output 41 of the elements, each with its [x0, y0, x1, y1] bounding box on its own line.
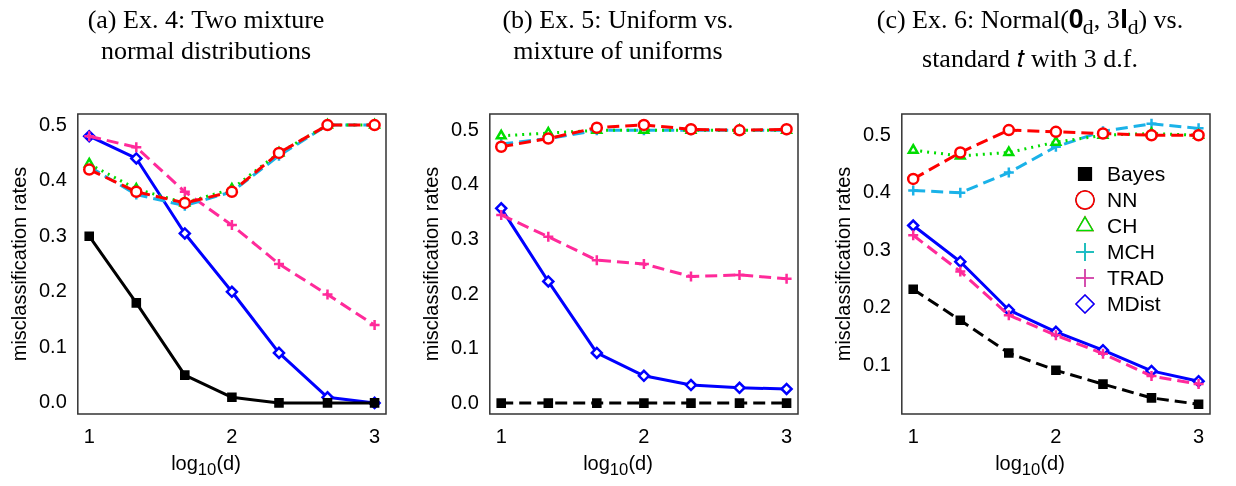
y-axis-title: misclassification rates	[419, 166, 442, 362]
x-tick-label: 3	[369, 424, 381, 447]
x-tick-label: 3	[1193, 424, 1205, 447]
y-tick-label: 0.2	[38, 279, 67, 302]
chart-title: (b) Ex. 5: Uniform vs. mixture of uniforms	[501, 4, 735, 67]
y-tick-label: 0.4	[450, 172, 479, 195]
x-tick-label: 1	[83, 424, 95, 447]
y-tick-label: 0.5	[450, 117, 479, 140]
y-tick-label: 0.1	[38, 334, 67, 357]
legend-label: NN	[1107, 187, 1138, 211]
x-tick-label: 2	[638, 424, 650, 447]
y-tick-label: 0.2	[862, 295, 891, 318]
legend-label: TRAD	[1107, 265, 1165, 289]
y-tick-label: 0.1	[450, 336, 479, 359]
y-tick-label: 0.3	[450, 226, 479, 249]
y-axis-title: misclassification rates	[7, 166, 30, 362]
legend-label: CH	[1107, 213, 1138, 237]
y-tick-label: 0.3	[862, 237, 891, 260]
y-tick-label: 0.3	[38, 223, 67, 246]
x-tick-label: 2	[226, 424, 238, 447]
y-tick-label: 0.1	[862, 352, 891, 375]
chart-title: (c) Ex. 6: Normal(𝟎$_{d}$, 3𝐈$_{d}$) vs. standard 𝑡 with 3 d.f.	[875, 4, 1185, 76]
legend-label: MCH	[1107, 239, 1155, 263]
y-axis-title: misclassification rates	[831, 166, 854, 362]
y-tick-label: 0.4	[38, 168, 67, 191]
y-tick-label: 0.4	[862, 180, 891, 203]
x-tick-label: 2	[1050, 424, 1062, 447]
y-tick-label: 0.5	[862, 122, 891, 145]
x-tick-label: 3	[781, 424, 793, 447]
chart-title: (a) Ex. 4: Two mixture normal distributions	[86, 4, 326, 67]
y-tick-label: 0.0	[38, 390, 67, 413]
y-tick-label: 0.5	[38, 112, 67, 135]
x-axis-title: log$_{10}$(d)	[994, 452, 1066, 480]
x-tick-label: 1	[907, 424, 919, 447]
legend-label: MDist	[1107, 291, 1161, 315]
x-tick-label: 1	[495, 424, 507, 447]
x-axis-title: log$_{10}$(d)	[582, 452, 654, 480]
y-tick-label: 0.2	[450, 281, 479, 304]
x-axis-title: log$_{10}$(d)	[170, 452, 242, 480]
legend-label: Bayes	[1107, 161, 1166, 185]
y-tick-label: 0.0	[450, 390, 479, 413]
